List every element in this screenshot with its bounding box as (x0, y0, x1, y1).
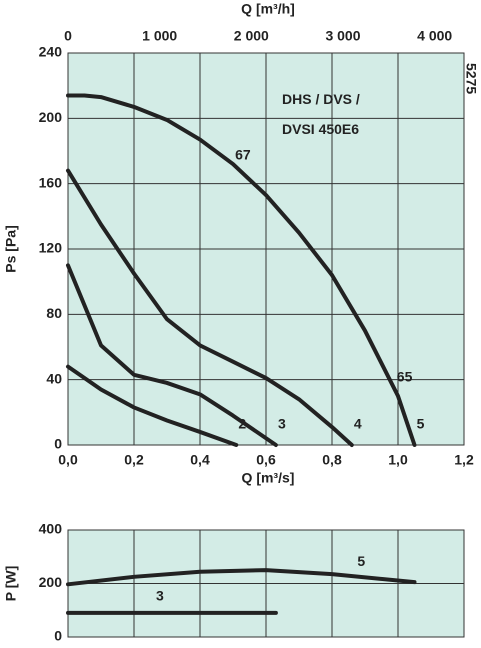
x2-tick-label: 1 000 (142, 28, 177, 44)
y-tick-label: 160 (39, 174, 63, 190)
x-tick-label: 0,8 (322, 452, 342, 468)
x2-tick-label: 4 000 (417, 28, 452, 44)
y-tick-label: 200 (39, 574, 63, 590)
y-tick-label: 400 (39, 521, 63, 537)
x-tick-label: 0,6 (256, 452, 276, 468)
series-label: 4 (354, 416, 362, 432)
curve (66, 364, 239, 447)
code: 5275 (463, 63, 479, 94)
y-axis-label: P [W] (3, 566, 19, 602)
y-tick-label: 0 (54, 628, 62, 644)
y-axis-label: Ps [Pa] (3, 225, 19, 272)
y-tick-label: 120 (39, 240, 63, 256)
x2-axis-label: Q [m³/h] (241, 1, 295, 17)
curve (66, 168, 354, 447)
series-label: 5 (357, 553, 365, 569)
annotation: 65 (397, 369, 413, 385)
curve (66, 93, 417, 447)
series-label: 3 (278, 416, 286, 432)
series-label: 5 (417, 416, 425, 432)
x2-tick-label: 3 000 (325, 28, 360, 44)
chart-title: DHS / DVS / DVSI 450E6 (282, 91, 360, 137)
curve (66, 263, 278, 447)
y-tick-label: 240 (39, 44, 63, 60)
y-tick-label: 200 (39, 109, 63, 125)
x-tick-label: 1,0 (388, 452, 408, 468)
y-tick-label: 80 (46, 305, 62, 321)
x-tick-label: 0,2 (124, 452, 144, 468)
curve (66, 568, 417, 587)
x-tick-label: 0,0 (58, 452, 78, 468)
x-tick-label: 0,4 (190, 452, 210, 468)
annotation: 67 (235, 147, 251, 163)
x2-tick-label: 2 000 (234, 28, 269, 44)
y-tick-label: 40 (46, 370, 62, 386)
series-label: 3 (156, 588, 164, 604)
y-tick-label: 0 (54, 436, 62, 452)
x2-tick-label: 0 (64, 28, 72, 44)
x-tick-label: 1,2 (454, 452, 474, 468)
x-axis-label: Q [m³/s] (242, 470, 295, 486)
